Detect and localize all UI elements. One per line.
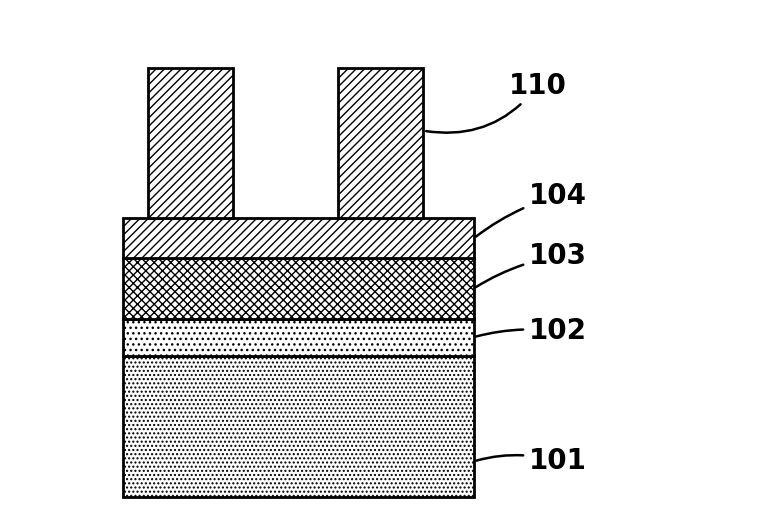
- Bar: [123, 356, 474, 496]
- Bar: [338, 68, 423, 218]
- Bar: [123, 218, 474, 258]
- Text: 110: 110: [426, 72, 567, 133]
- Text: 102: 102: [476, 317, 587, 345]
- Text: 103: 103: [476, 242, 587, 287]
- Text: 104: 104: [476, 182, 587, 237]
- Bar: [123, 318, 474, 356]
- Bar: [123, 258, 474, 318]
- Bar: [148, 68, 233, 218]
- Text: 101: 101: [476, 447, 587, 476]
